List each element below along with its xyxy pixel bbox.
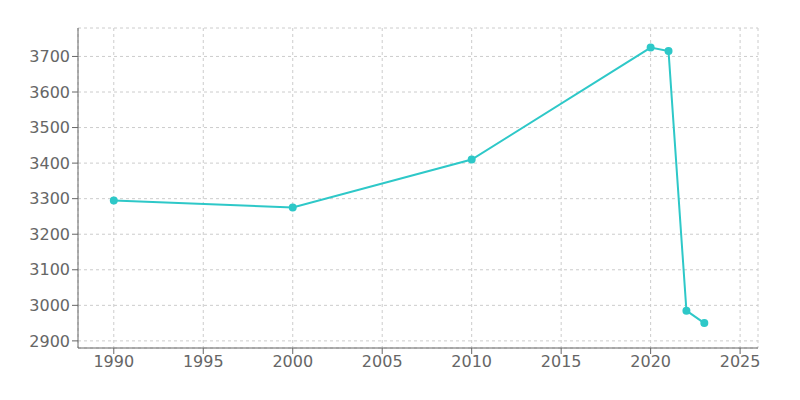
- svg-text:1995: 1995: [183, 352, 224, 371]
- svg-text:2025: 2025: [720, 352, 761, 371]
- svg-text:2015: 2015: [541, 352, 582, 371]
- svg-text:3000: 3000: [29, 296, 70, 315]
- svg-text:2900: 2900: [29, 332, 70, 351]
- svg-text:3500: 3500: [29, 118, 70, 137]
- svg-text:3400: 3400: [29, 154, 70, 173]
- svg-text:2005: 2005: [362, 352, 403, 371]
- svg-text:2000: 2000: [272, 352, 313, 371]
- svg-text:2020: 2020: [630, 352, 671, 371]
- svg-text:3100: 3100: [29, 260, 70, 279]
- svg-text:2010: 2010: [451, 352, 492, 371]
- svg-text:3700: 3700: [29, 47, 70, 66]
- svg-text:3200: 3200: [29, 225, 70, 244]
- svg-text:3300: 3300: [29, 189, 70, 208]
- svg-text:3600: 3600: [29, 83, 70, 102]
- svg-text:1990: 1990: [93, 352, 134, 371]
